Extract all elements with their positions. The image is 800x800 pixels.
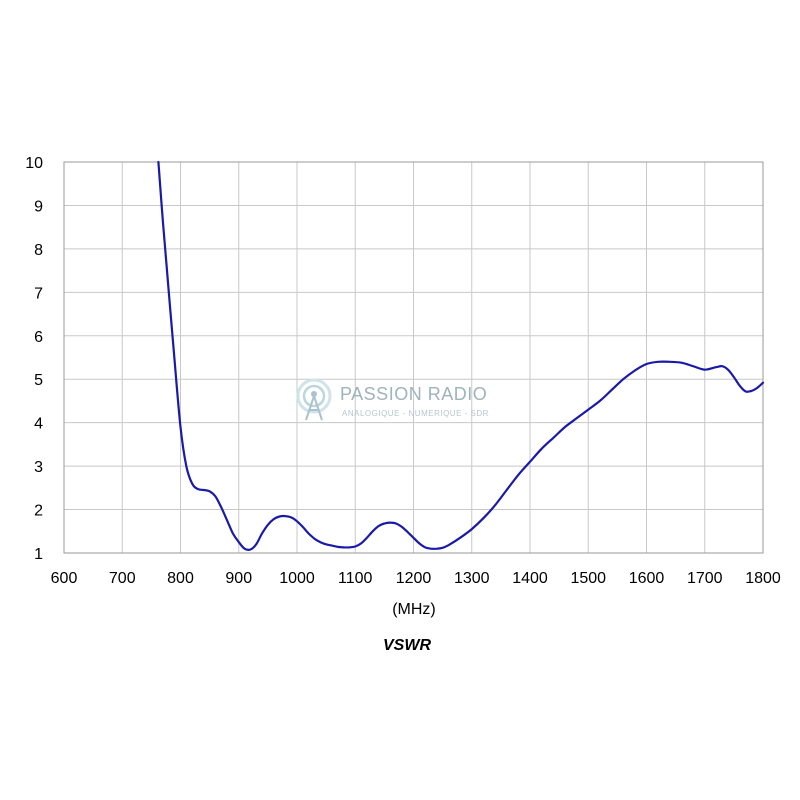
x-tick-label: 1200 [396, 570, 432, 587]
y-tick-label: 1 [34, 546, 43, 563]
y-tick-label: 8 [34, 242, 43, 259]
x-axis-label: (MHz) [392, 601, 436, 618]
y-tick-label: 4 [34, 416, 43, 433]
watermark: PASSION RADIO ANALOGIQUE - NUMERIQUE - S… [296, 378, 489, 421]
x-tick-label: 900 [225, 570, 252, 587]
x-tick-label: 1800 [745, 570, 781, 587]
y-tick-label: 3 [34, 459, 43, 476]
axes [63, 161, 764, 554]
series-group [157, 160, 765, 551]
y-tick-label: 10 [25, 155, 43, 172]
grid [63, 161, 764, 554]
watermark-subtitle: ANALOGIQUE - NUMERIQUE - SDR [342, 409, 489, 418]
chart-caption: VSWR [383, 637, 431, 654]
y-tick-label: 2 [34, 503, 43, 520]
x-tick-label: 1000 [279, 570, 315, 587]
watermark-title: PASSION RADIO [340, 384, 487, 404]
y-tick-label: 9 [34, 198, 43, 215]
x-tick-label: 700 [109, 570, 136, 587]
radio-tower-icon [296, 378, 332, 421]
x-tick-label: 800 [167, 570, 194, 587]
plot-frame [63, 161, 764, 554]
x-tick-label: 1100 [338, 570, 373, 587]
x-tick-label: 1400 [512, 570, 548, 587]
vswr-series-line [157, 160, 765, 551]
y-tick-labels: 1 2 3 4 5 6 7 8 9 10 [25, 155, 43, 563]
x-tick-label: 1600 [629, 570, 665, 587]
x-tick-labels: 600 700 800 900 1000 1100 1200 1300 1400 1500 1600… [51, 570, 781, 587]
x-tick-label: 1500 [570, 570, 606, 587]
y-tick-label: 7 [34, 285, 43, 302]
x-tick-label: 600 [51, 570, 78, 587]
x-tick-label: 1700 [687, 570, 723, 587]
y-tick-label: 6 [34, 329, 43, 346]
x-tick-label: 1300 [454, 570, 490, 587]
y-tick-label: 5 [34, 372, 43, 389]
